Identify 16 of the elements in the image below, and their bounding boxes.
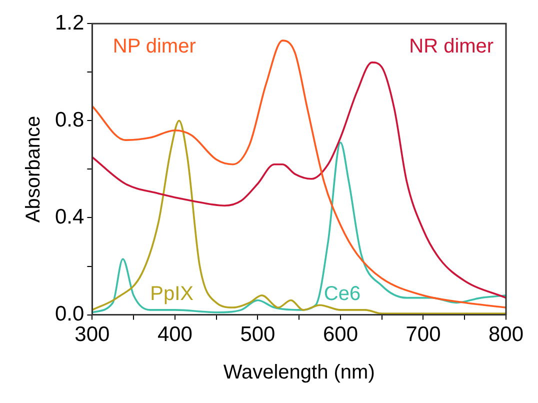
text: NP dimer — [112, 35, 196, 58]
y-tick-label: 0.8 — [54, 108, 84, 132]
series-label: NR dimer — [409, 35, 494, 58]
x-tick-label: 600 — [322, 323, 358, 346]
x-tick-label: 400 — [157, 323, 192, 346]
y-tick-label: 0.4 — [54, 206, 85, 229]
x-tick-label: 700 — [406, 323, 441, 346]
x-tick-label: 500 — [240, 323, 276, 346]
y-tick-label: 1.2 — [54, 11, 84, 34]
x-axis-title: Wavelength (nm) — [223, 362, 375, 384]
y-axis-title: Absorbance — [22, 116, 45, 223]
series-label: PpIX — [150, 282, 194, 305]
series-label: Ce6 — [324, 282, 361, 305]
x-tick-label: 300 — [74, 323, 110, 346]
y-tick-label: 0.0 — [54, 302, 84, 326]
x-tick-label: 800 — [488, 323, 524, 346]
